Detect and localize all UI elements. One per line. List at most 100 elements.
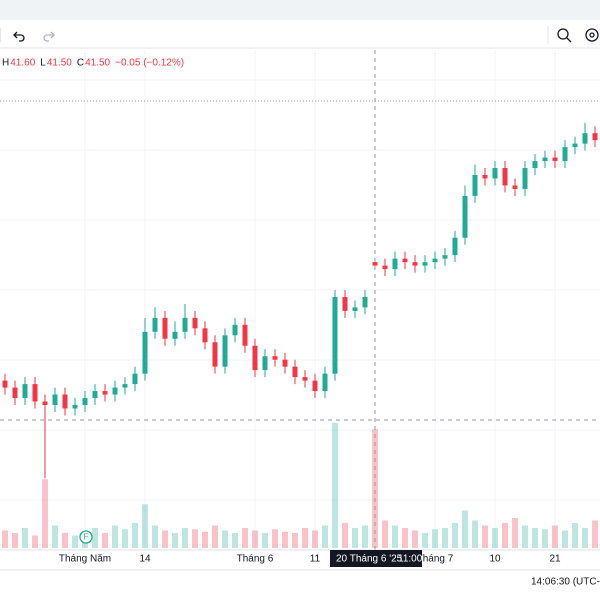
candle-body	[232, 324, 238, 336]
volume-bar	[282, 531, 288, 548]
volume-bar	[592, 520, 598, 548]
candle-body	[2, 380, 8, 388]
volume-bar	[122, 529, 128, 548]
candle-body	[52, 394, 58, 405]
candle-body	[62, 394, 68, 409]
candle-body	[362, 296, 368, 308]
candle-body	[262, 356, 268, 371]
volume-bar	[452, 523, 458, 548]
candle-body	[122, 384, 128, 388]
grid	[0, 50, 600, 550]
volume-bar	[212, 525, 218, 548]
crosshair-date: 20 Tháng 6 '25	[336, 554, 403, 565]
candle-body	[422, 262, 428, 266]
volume-bar	[322, 525, 328, 548]
candle-body	[312, 380, 318, 392]
volume-bar	[242, 528, 248, 548]
volume-bar	[392, 525, 398, 548]
candle-body	[172, 331, 178, 339]
volume-bar	[482, 525, 488, 548]
candle-body	[322, 373, 328, 392]
candle-body	[92, 391, 98, 399]
candle-body	[222, 335, 228, 367]
candle-body	[162, 317, 168, 339]
volume-bar	[292, 533, 298, 548]
candle-body	[472, 175, 478, 196]
volume-bar	[172, 533, 178, 548]
candle-body	[72, 405, 78, 409]
candle-body	[492, 168, 498, 179]
volume-bar	[512, 518, 518, 548]
event-marker-label: F	[84, 533, 89, 542]
window-top	[0, 0, 600, 20]
volume-bar	[102, 533, 108, 548]
volume-bar	[272, 529, 278, 548]
legend-value: 41.60	[10, 58, 35, 69]
legend-value: 41.50	[47, 58, 72, 69]
volume-bar	[372, 429, 378, 548]
volume-bar	[72, 535, 78, 548]
volume-bar	[12, 533, 18, 548]
candle-body	[12, 387, 18, 399]
candle-body	[272, 356, 278, 360]
candle-body	[182, 317, 188, 332]
volume-bar	[342, 523, 348, 548]
candle-body	[332, 296, 338, 374]
volume-bar	[262, 533, 268, 548]
toolbar	[0, 20, 600, 48]
volume-bar	[232, 533, 238, 548]
legend-change: −0.05 (−0.12%)	[115, 58, 184, 69]
candle-body	[42, 401, 48, 405]
volume-bar	[422, 533, 428, 548]
settings-button[interactable]	[585, 28, 599, 42]
volume-bar	[402, 528, 408, 548]
candle-body	[512, 185, 518, 189]
volume-bar	[492, 528, 498, 548]
volume-bar	[462, 510, 468, 548]
candle-body	[452, 237, 458, 256]
x-tick-label: 10	[489, 554, 501, 565]
candle-body	[582, 133, 588, 144]
event-marker[interactable]	[79, 530, 93, 544]
volume-bar	[472, 520, 478, 548]
legend-key: L	[40, 58, 46, 69]
volume-bar	[582, 528, 588, 548]
candle-body	[132, 373, 138, 385]
volume-bar	[192, 529, 198, 548]
zoom-button[interactable]	[557, 28, 572, 43]
candle-body	[212, 342, 218, 367]
crosshair-time: 11:00	[398, 554, 423, 565]
candle-body	[242, 324, 248, 346]
x-tick-label: 21	[549, 554, 561, 565]
volume-bar	[522, 525, 528, 548]
candle-body	[372, 262, 378, 266]
volume-bar	[412, 530, 418, 548]
volume-bar	[152, 525, 158, 548]
candle-body	[22, 384, 28, 399]
x-tick-label: Tháng 6	[237, 554, 274, 565]
candle-body	[382, 265, 388, 270]
redo-button[interactable]	[43, 31, 55, 42]
candle-body	[532, 161, 538, 169]
volume-bar	[142, 504, 148, 548]
candle-body	[282, 359, 288, 367]
candle-body	[412, 262, 418, 266]
candle-body	[542, 157, 548, 162]
legend-key: H	[2, 58, 9, 69]
x-tick-label: 14	[139, 554, 151, 565]
volume-bar	[32, 535, 38, 548]
candle-body	[562, 147, 568, 162]
x-tick-label: Tháng 7	[417, 554, 454, 565]
candle-body	[142, 331, 148, 374]
volume-bar	[332, 423, 338, 548]
volume-bar	[352, 528, 358, 548]
volume-bar	[302, 528, 308, 548]
undo-button[interactable]	[13, 31, 25, 42]
candle-body	[522, 168, 528, 189]
volume-bar	[2, 530, 8, 548]
volume-bar	[182, 528, 188, 548]
candle-body	[432, 258, 438, 263]
volume-bar	[252, 530, 258, 548]
volume-bar	[572, 523, 578, 548]
